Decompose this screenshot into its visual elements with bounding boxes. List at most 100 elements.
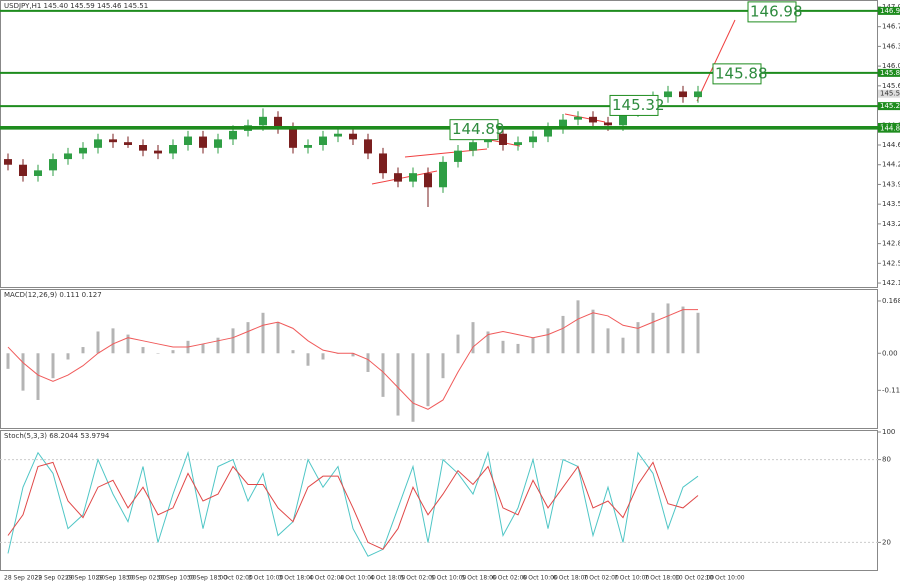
x-tick-label: 10 Oct 02:00 (675, 575, 714, 582)
level-label: 146.98 (880, 7, 900, 15)
macd-bar (6, 353, 10, 369)
y-tick-label: 0.00 (882, 349, 898, 357)
macd-bar (291, 350, 295, 354)
x-tick-label: 30 Sep 18:00 (187, 575, 227, 582)
macd-bar (156, 353, 160, 354)
candle-body (394, 173, 402, 182)
candle-body (514, 142, 522, 145)
stoch-title: Stoch(5,3,3) 68.2044 53.9794 (4, 432, 110, 440)
macd-bar (366, 353, 370, 372)
macd-bar (321, 353, 325, 360)
y-tick-label: 145.65 (882, 82, 900, 90)
macd-bar (246, 322, 250, 354)
macd-bar (51, 353, 55, 379)
candle-body (79, 147, 87, 154)
x-tick-label: 5 Oct 18:00 (462, 575, 497, 582)
candle-body (109, 139, 117, 143)
candle-body (364, 139, 372, 154)
candle-body (4, 159, 12, 165)
x-tick-label: 10 Oct 10:00 (706, 575, 745, 582)
candle-body (589, 116, 597, 123)
candle-body (259, 116, 267, 126)
candle-body (124, 142, 132, 145)
current-price-tag (878, 89, 900, 98)
candle-body (544, 128, 552, 137)
y-tick-label: 142.50 (882, 259, 900, 267)
macd-bar (696, 312, 700, 354)
y-tick-label: 142.85 (882, 240, 900, 248)
macd-bar (471, 322, 475, 354)
annotation-box (609, 94, 659, 116)
macd-panel (0, 289, 878, 429)
level-tag (878, 6, 900, 15)
candle-body (94, 139, 102, 148)
stoch-panel (0, 430, 878, 571)
macd-bar (486, 331, 490, 354)
x-tick-label: 30 Sep 02:00 (126, 575, 166, 582)
candle-body (424, 173, 432, 188)
macd-bar (66, 353, 70, 360)
y-tick-label: 143.55 (882, 200, 900, 208)
candle-body (349, 133, 357, 140)
macd-bar (276, 322, 280, 354)
macd-bar (501, 340, 505, 354)
chart-title: USDJPY,H1 145.40 145.59 145.46 145.51 (4, 2, 148, 10)
y-tick-label: 100 (882, 428, 895, 436)
annotation-box (747, 1, 797, 23)
y-tick-label: 0.168 (882, 297, 900, 305)
stoch-signal (7, 461, 699, 550)
x-tick-label: 7 Oct 10:00 (614, 575, 649, 582)
macd-bar (456, 334, 460, 354)
macd-bar (411, 353, 415, 422)
macd-bar (21, 353, 25, 391)
x-tick-label: 7 Oct 02:00 (584, 575, 619, 582)
annotation-box (712, 63, 762, 85)
x-tick-label: 4 Oct 18:00 (370, 575, 405, 582)
macd-bar (81, 347, 85, 354)
panel-frames (0, 0, 878, 571)
x-tick-label: 28 Sep 2022 (4, 575, 42, 582)
candle-body (199, 136, 207, 148)
candle-body (319, 136, 327, 145)
macd-bar (141, 347, 145, 354)
level-tag (878, 124, 900, 133)
macd-bar (381, 353, 385, 397)
candle-body (679, 91, 687, 98)
candle-body (559, 119, 567, 129)
candle-body (439, 161, 447, 188)
x-tick-label: 6 Oct 18:00 (553, 575, 588, 582)
macd-bar (201, 343, 205, 354)
macd-bar (546, 328, 550, 354)
macd-bar (576, 300, 580, 354)
y-tick-label: 146.70 (882, 23, 900, 31)
y-tick-label: 143.20 (882, 220, 900, 228)
y-tick-label: 142.15 (882, 279, 900, 287)
x-tick-label: 3 Oct 18:00 (279, 575, 314, 582)
y-tick-label: 80 (882, 456, 891, 464)
candle-body (214, 139, 222, 148)
macd-bar (351, 353, 355, 357)
candle-body (454, 150, 462, 162)
macd-bar (261, 312, 265, 354)
macd-bar (171, 350, 175, 354)
x-tick-label: 30 Sep 10:00 (157, 575, 197, 582)
macd-signal (7, 309, 698, 410)
candle-body (289, 128, 297, 148)
y-tick-label: -0.119 (882, 386, 900, 394)
y-tick-label: 20 (882, 538, 891, 546)
x-tick-label: 6 Oct 10:00 (523, 575, 558, 582)
level-tag (878, 68, 900, 77)
macd-bar (636, 322, 640, 354)
candle-body (379, 153, 387, 174)
macd-bar (651, 312, 655, 354)
macd-bar (621, 337, 625, 354)
candle-body (574, 116, 582, 120)
x-tick-label: 3 Oct 10:00 (248, 575, 283, 582)
candle-body (229, 130, 237, 140)
x-tick-label: 4 Oct 02:00 (309, 575, 344, 582)
y-tick-label: 144.60 (882, 141, 900, 149)
macd-bar (216, 337, 220, 354)
macd-bar (531, 337, 535, 354)
candle-body (274, 116, 282, 129)
x-tick-label: 5 Oct 02:00 (401, 575, 436, 582)
